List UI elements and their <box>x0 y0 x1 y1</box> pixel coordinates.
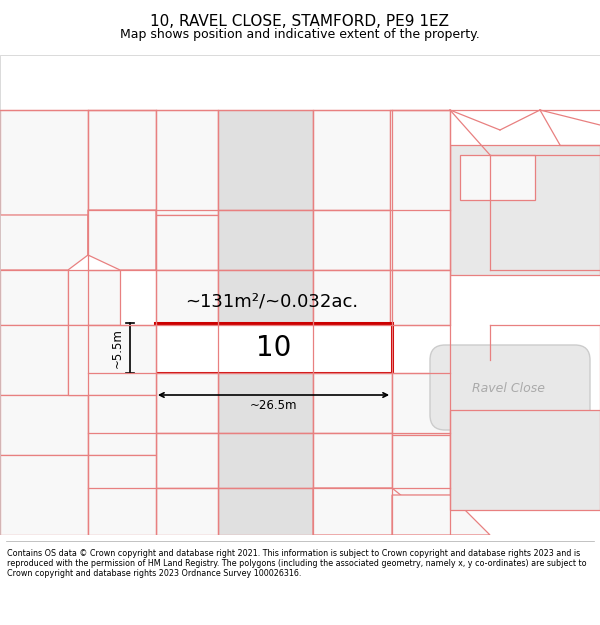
Polygon shape <box>156 373 218 433</box>
Polygon shape <box>0 270 68 325</box>
Bar <box>218 110 313 210</box>
Bar <box>460 155 535 200</box>
Text: ~131m²/~0.032ac.: ~131m²/~0.032ac. <box>185 293 358 311</box>
Polygon shape <box>313 270 390 325</box>
Polygon shape <box>156 488 218 535</box>
Polygon shape <box>0 455 88 535</box>
Bar <box>218 110 313 525</box>
Polygon shape <box>390 270 450 325</box>
Bar <box>155 323 392 373</box>
Polygon shape <box>392 435 450 495</box>
Polygon shape <box>156 270 218 325</box>
Bar <box>218 433 313 488</box>
Polygon shape <box>392 373 450 435</box>
Bar <box>218 488 313 535</box>
Polygon shape <box>0 325 68 395</box>
Polygon shape <box>156 110 218 215</box>
Polygon shape <box>156 215 218 270</box>
Polygon shape <box>0 215 88 270</box>
Bar <box>0 110 88 215</box>
Polygon shape <box>313 210 390 270</box>
Polygon shape <box>0 395 88 455</box>
Polygon shape <box>88 395 156 455</box>
Polygon shape <box>68 325 156 395</box>
Text: ~5.5m: ~5.5m <box>111 328 124 368</box>
Text: Map shows position and indicative extent of the property.: Map shows position and indicative extent… <box>120 28 480 41</box>
Bar <box>450 145 600 275</box>
Bar <box>88 110 156 215</box>
Polygon shape <box>88 455 156 535</box>
Text: 10, RAVEL CLOSE, STAMFORD, PE9 1EZ: 10, RAVEL CLOSE, STAMFORD, PE9 1EZ <box>151 14 449 29</box>
FancyBboxPatch shape <box>430 345 590 430</box>
Polygon shape <box>390 110 450 270</box>
Polygon shape <box>313 373 392 433</box>
Polygon shape <box>156 433 218 488</box>
Polygon shape <box>88 210 156 270</box>
Text: Contains OS data © Crown copyright and database right 2021. This information is : Contains OS data © Crown copyright and d… <box>7 549 587 578</box>
Polygon shape <box>68 270 120 325</box>
Polygon shape <box>313 433 392 488</box>
Bar <box>450 410 600 510</box>
Bar <box>218 373 313 433</box>
Polygon shape <box>88 215 156 255</box>
Polygon shape <box>313 110 390 210</box>
Polygon shape <box>313 488 450 535</box>
Bar <box>218 210 313 270</box>
Text: ~26.5m: ~26.5m <box>250 399 297 412</box>
Polygon shape <box>392 495 490 535</box>
Bar <box>218 270 313 325</box>
Text: 10: 10 <box>256 334 291 362</box>
Text: Ravel Close: Ravel Close <box>472 381 545 394</box>
